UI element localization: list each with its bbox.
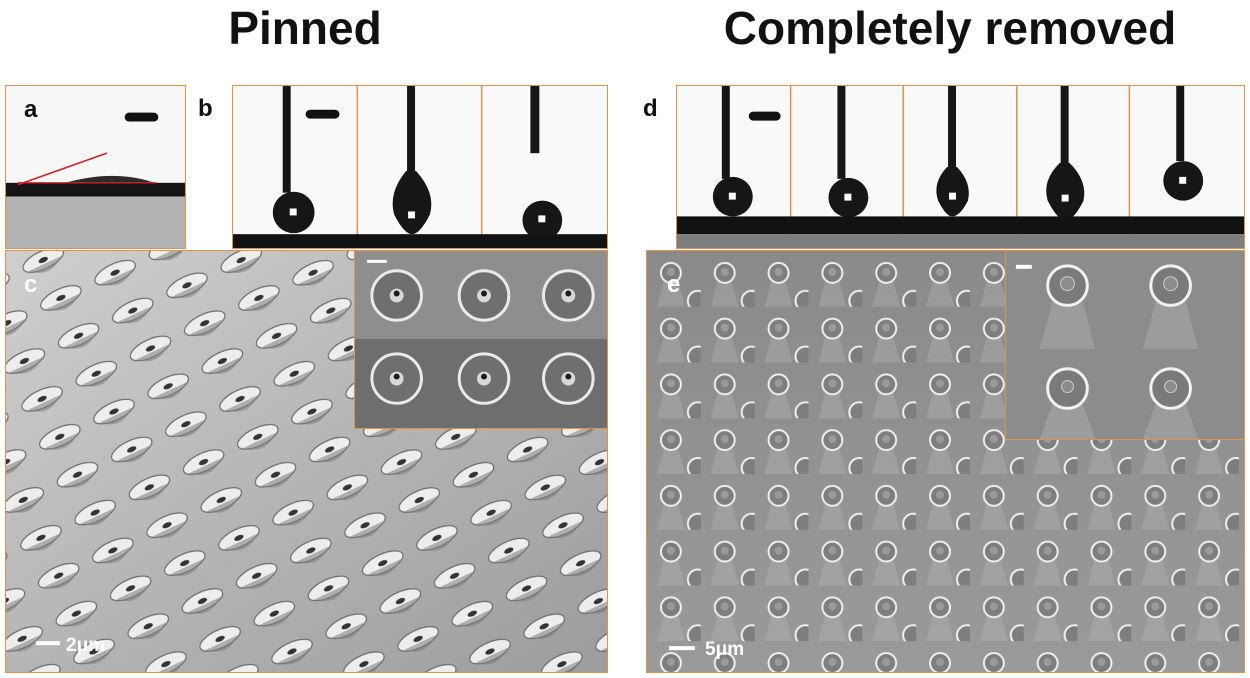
panel-e-inset bbox=[1005, 251, 1244, 440]
substrate bbox=[233, 234, 607, 248]
contact-angle-image bbox=[6, 86, 185, 248]
tangent-line bbox=[17, 152, 108, 186]
pinned-sequence-image bbox=[233, 86, 607, 248]
frame-3 bbox=[936, 86, 969, 217]
panel-e-sem-removed: e 5μm bbox=[646, 250, 1245, 673]
inset-pillars bbox=[370, 269, 595, 405]
frame-3 bbox=[522, 86, 563, 241]
sem-inset-image bbox=[1006, 251, 1244, 439]
panel-b-pinned-sequence: b bbox=[232, 85, 608, 249]
sem-inset-image bbox=[355, 251, 607, 428]
scale-label-c: 2μm bbox=[66, 635, 106, 656]
substrate bbox=[677, 216, 1244, 235]
sessile-droplet bbox=[65, 175, 155, 183]
panel-c-inset bbox=[354, 251, 607, 429]
panel-letter-e: e bbox=[667, 271, 681, 298]
scale-bar bbox=[366, 259, 387, 263]
scale-bar bbox=[35, 641, 60, 646]
panel-letter-b-outer: b bbox=[198, 95, 213, 122]
panel-letter-d: d bbox=[643, 95, 658, 122]
inset-pillars bbox=[1039, 264, 1199, 439]
frame-5 bbox=[1163, 86, 1204, 201]
frame-2 bbox=[392, 86, 432, 235]
removed-sequence-image bbox=[677, 86, 1244, 248]
frame-1 bbox=[712, 86, 781, 217]
frame-4 bbox=[1046, 86, 1085, 221]
panel-d-removed-sequence bbox=[676, 85, 1245, 249]
frame-2 bbox=[828, 86, 869, 218]
panel-letter-a: a bbox=[24, 96, 38, 123]
scale-bar bbox=[668, 646, 695, 651]
heading-completely-removed: Completely removed bbox=[723, 2, 1177, 54]
scale-label-e: 5μm bbox=[705, 639, 745, 660]
scale-bar bbox=[1015, 264, 1032, 269]
panel-c-sem-pinned: c 2μm bbox=[5, 250, 608, 673]
frame-1 bbox=[272, 86, 340, 234]
heading-pinned: Pinned bbox=[228, 2, 382, 54]
scale-bar bbox=[124, 112, 159, 122]
panel-a-contact-angle: a bbox=[5, 85, 186, 249]
panel-letter-c: c bbox=[24, 271, 38, 298]
